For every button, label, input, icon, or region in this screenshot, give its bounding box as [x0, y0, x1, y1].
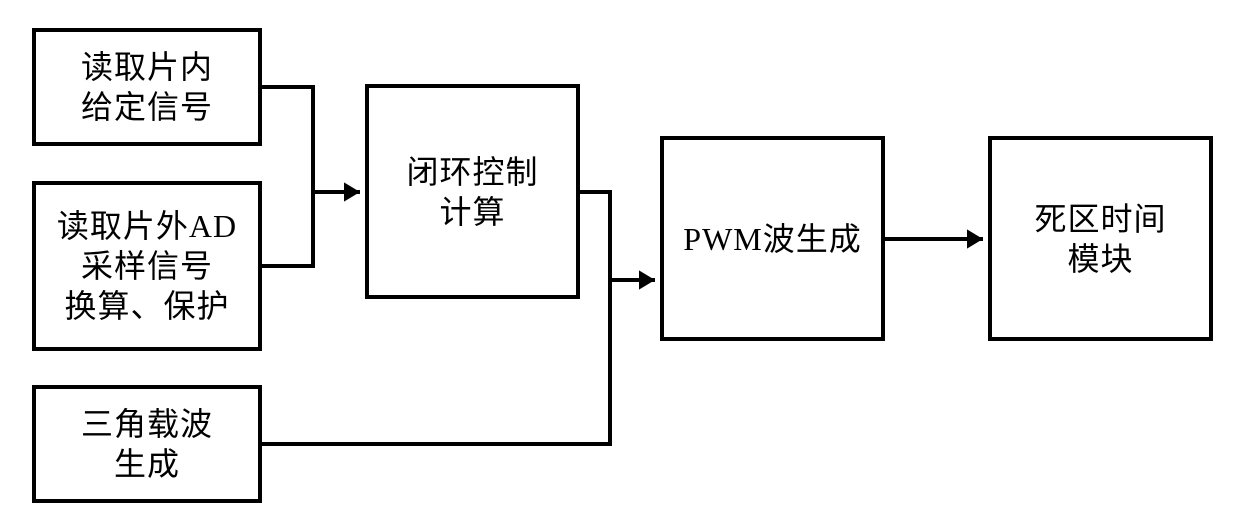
node-label: 死区时间 模块 [1034, 199, 1166, 279]
node-read-offchip-ad: 读取片外AD 采样信号 换算、保护 [32, 181, 262, 351]
node-pwm-generation: PWM波生成 [660, 136, 885, 341]
node-label: 读取片外AD 采样信号 换算、保护 [57, 206, 237, 326]
node-label: 三角载波 生成 [81, 404, 213, 484]
node-label: PWM波生成 [683, 219, 861, 259]
node-triangle-carrier: 三角载波 生成 [32, 385, 262, 503]
node-dead-zone-module: 死区时间 模块 [988, 136, 1213, 341]
flow-diagram: 读取片内 给定信号 读取片外AD 采样信号 换算、保护 三角载波 生成 闭环控制… [0, 0, 1240, 531]
node-read-onchip-signal: 读取片内 给定信号 [32, 28, 262, 146]
node-label: 读取片内 给定信号 [81, 47, 213, 127]
node-closed-loop-control: 闭环控制 计算 [365, 84, 580, 299]
node-label: 闭环控制 计算 [406, 152, 538, 232]
